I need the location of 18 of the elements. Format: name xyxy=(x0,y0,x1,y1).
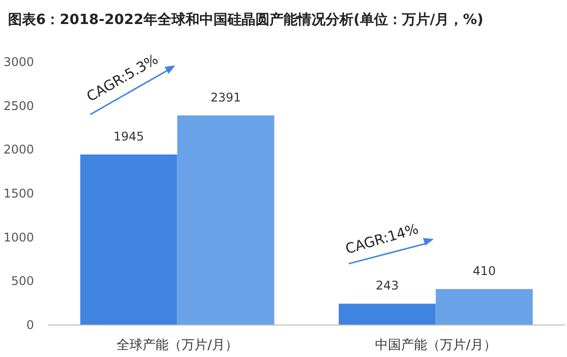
y-tick-label: 2000 xyxy=(3,142,34,157)
data-label: 1945 xyxy=(113,129,144,144)
y-tick-label: 1500 xyxy=(3,186,34,200)
bar xyxy=(80,154,178,325)
y-tick-label: 1000 xyxy=(3,230,34,244)
y-tick-label: 500 xyxy=(11,274,34,288)
data-label: 410 xyxy=(472,264,496,278)
bar xyxy=(177,115,274,325)
x-tick-label: 中国产能（万片/月） xyxy=(375,338,496,353)
chart-title: 图表6：2018-2022年全球和中国硅晶圆产能情况分析(单位：万片/月，%) xyxy=(8,11,484,28)
data-label: 243 xyxy=(376,278,399,293)
data-label: 2391 xyxy=(210,90,242,104)
bar xyxy=(338,304,436,325)
bar xyxy=(436,289,533,325)
y-tick-label: 2500 xyxy=(3,98,34,113)
x-tick-label: 全球产能（万片/月） xyxy=(116,338,238,353)
y-tick-label: 3000 xyxy=(3,55,34,69)
y-tick-label: 0 xyxy=(26,318,34,332)
